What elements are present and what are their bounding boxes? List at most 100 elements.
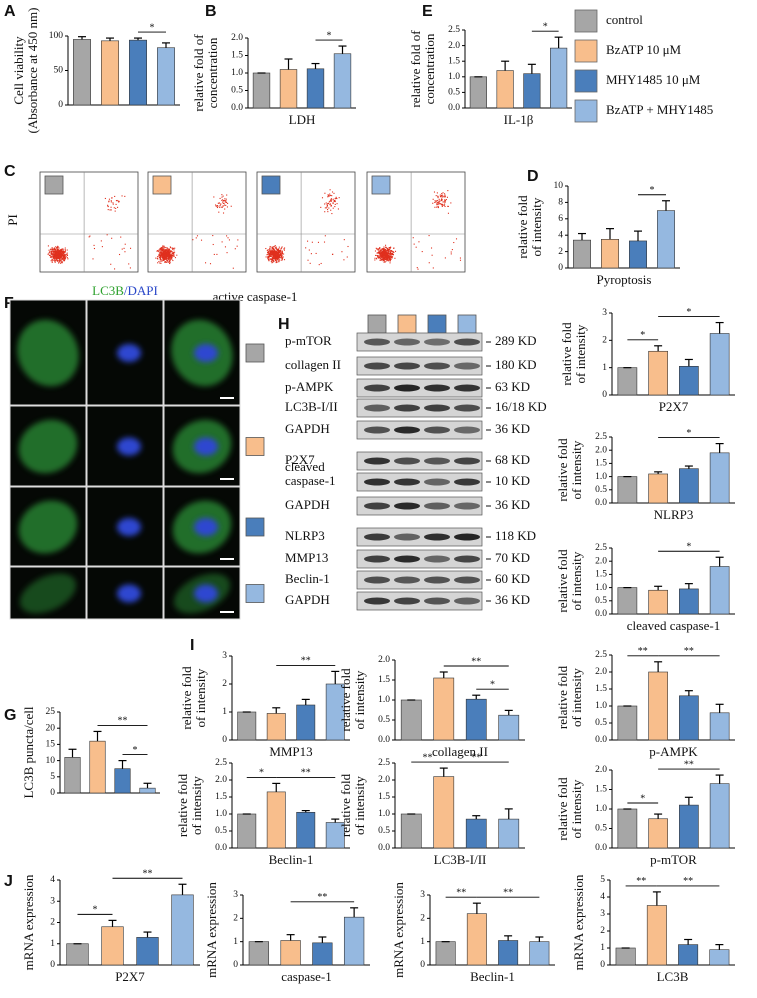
flow-dot (269, 245, 271, 248)
flow-dot (237, 239, 239, 241)
flow-dot (374, 257, 376, 259)
flow-dot (115, 207, 117, 209)
flow-dot (444, 199, 446, 201)
flow-dot (384, 261, 386, 263)
group-swatch (457, 314, 477, 334)
significance-label: ** (143, 869, 153, 880)
flow-dot (50, 256, 52, 258)
flow-dot (383, 247, 385, 250)
bar (679, 695, 699, 741)
blot-band (364, 338, 390, 346)
flow-dot (381, 251, 383, 253)
y-tick-label: 2.0 (595, 556, 607, 566)
flow-dot (163, 256, 165, 258)
y-tick-label: 1.0 (595, 701, 607, 711)
y-tick-label: 100 (49, 31, 64, 41)
flow-dot (63, 256, 65, 259)
flow-dot (416, 267, 418, 269)
flow-dot (275, 256, 277, 258)
flow-dot (165, 255, 167, 257)
flow-dot (275, 252, 277, 254)
flow-dot (271, 246, 273, 248)
flow-dot (382, 252, 385, 254)
flow-dot (376, 254, 378, 257)
bar (266, 713, 286, 741)
flow-dot (65, 253, 67, 256)
significance-label: ** (456, 887, 466, 898)
flow-dot (447, 190, 449, 192)
y-axis-label: concentration (205, 37, 220, 108)
blot-band (424, 426, 450, 434)
y-axis-label: of intensity (352, 670, 367, 729)
group-swatch (367, 314, 387, 334)
flow-dot (270, 255, 272, 257)
flow-dot (164, 260, 166, 263)
flow-dot (116, 199, 118, 202)
flow-dot (272, 246, 274, 248)
flow-dot (165, 249, 167, 251)
flow-dot (62, 252, 64, 255)
flow-dot (170, 247, 172, 249)
flow-dot (269, 249, 271, 251)
flow-dot (166, 247, 168, 249)
flow-dot (324, 235, 326, 237)
flow-dot (272, 250, 274, 252)
flow-dot (437, 202, 439, 204)
flow-dot (226, 206, 228, 208)
significance-label: ** (683, 876, 693, 887)
flow-dot (159, 262, 161, 264)
flow-dot (389, 253, 391, 255)
flow-dot (112, 203, 114, 205)
flow-dot (391, 254, 393, 256)
bar (129, 39, 147, 106)
imaging-title-part: LC3B (92, 283, 124, 298)
flow-dot (195, 237, 197, 239)
flow-dot (277, 249, 279, 251)
bar (306, 68, 325, 109)
flow-dot (54, 255, 56, 257)
flow-dot (160, 251, 162, 253)
flow-dot (324, 192, 326, 194)
flow-dot (385, 247, 387, 249)
flow-dot (377, 257, 380, 259)
flow-dot (54, 255, 56, 257)
y-tick-label: 2.5 (215, 758, 227, 768)
legend-label: control (606, 12, 643, 27)
flow-dot (209, 263, 212, 265)
flow-dot (387, 257, 389, 259)
flow-dot (62, 256, 64, 258)
flow-dot (59, 250, 62, 252)
flow-dot (162, 258, 164, 260)
flow-dot (63, 258, 65, 260)
flow-dot (93, 247, 96, 250)
flow-dot (64, 249, 66, 251)
flow-dot (161, 253, 163, 255)
flow-dot (375, 247, 377, 249)
flow-dot (281, 254, 283, 256)
blot-band (364, 362, 390, 370)
blot-band (454, 555, 480, 563)
bar (139, 787, 156, 794)
y-axis-label: relative fold (555, 549, 570, 613)
y-tick-label: 3 (222, 651, 227, 661)
flow-dot (107, 209, 109, 211)
y-tick-label: 2 (222, 679, 227, 689)
blot-band (394, 478, 420, 486)
flow-dot (172, 252, 174, 255)
flow-dot (269, 248, 271, 250)
bar (498, 714, 520, 741)
flow-dot (174, 251, 176, 253)
flow-dot (159, 248, 161, 251)
flow-dot (56, 248, 58, 250)
y-tick-label: 1.0 (378, 695, 390, 705)
bar (64, 757, 81, 794)
flow-dot (167, 254, 169, 257)
bar (343, 916, 365, 966)
group-swatch (44, 175, 64, 195)
nucleus-stain (194, 344, 218, 362)
flow-dot (164, 251, 167, 253)
flow-dot (55, 246, 57, 248)
y-tick-label: 0 (58, 100, 63, 110)
flow-dot (384, 251, 386, 253)
flow-dot (390, 252, 392, 254)
